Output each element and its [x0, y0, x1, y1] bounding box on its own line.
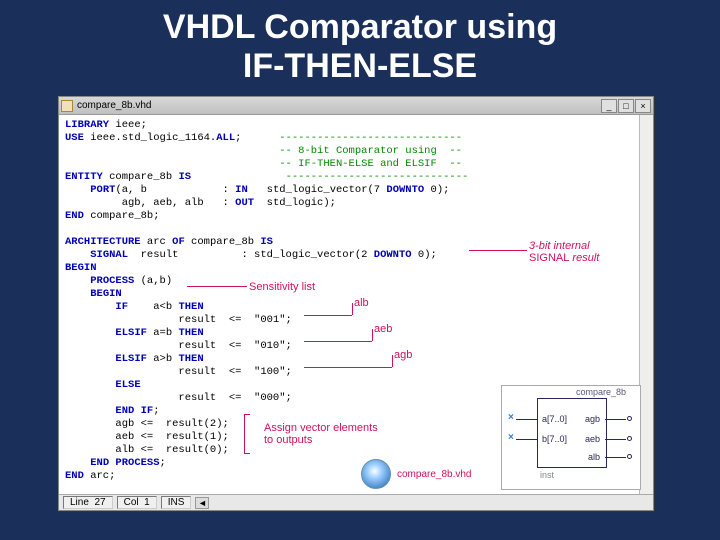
vertical-scrollbar[interactable] [639, 115, 653, 494]
title-line1: VHDL Comparator using [163, 8, 557, 46]
annotation-line [352, 303, 353, 315]
window-title: compare_8b.vhd [77, 100, 152, 111]
annotation-internal: 3-bit internal SIGNAL result [529, 240, 599, 264]
annotation-line [304, 341, 372, 342]
status-mode: INS [161, 496, 192, 509]
annotation-line [469, 250, 527, 251]
bd-wire [516, 439, 537, 440]
annotation-line [372, 329, 373, 341]
annotation-line [304, 367, 392, 368]
bd-port-agb: agb [585, 414, 600, 424]
annotation-assign: Assign vector elements to outputs [264, 422, 378, 446]
bd-bus-icon: × [508, 432, 514, 443]
bd-port-b: b[7..0] [542, 434, 567, 444]
bd-wire [605, 419, 626, 420]
annotation-sensitivity: Sensitivity list [249, 281, 315, 293]
annotation-line [392, 355, 393, 367]
editor-window: compare_8b.vhd _ □ × LIBRARY ieee; USE i… [58, 96, 654, 511]
file-icon [61, 100, 73, 112]
annotation-line [187, 286, 247, 287]
bd-bus-icon: × [508, 412, 514, 423]
title-line2: IF-THEN-ELSE [243, 47, 477, 85]
bd-inst: inst [540, 470, 554, 480]
maximize-button[interactable]: □ [618, 99, 634, 113]
bd-pin-icon [627, 454, 632, 459]
minimize-button[interactable]: _ [601, 99, 617, 113]
titlebar[interactable]: compare_8b.vhd _ □ × [59, 97, 653, 115]
bd-pin-icon [627, 436, 632, 441]
disc-icon [361, 459, 391, 489]
statusbar: Line 27 Col 1 INS ◄ [59, 494, 653, 510]
bd-pin-icon [627, 416, 632, 421]
status-line: Line 27 [63, 496, 113, 509]
window-buttons: _ □ × [601, 99, 651, 113]
scroll-left-icon[interactable]: ◄ [195, 497, 209, 509]
bd-title: compare_8b [576, 387, 626, 397]
close-button[interactable]: × [635, 99, 651, 113]
annotation-line [304, 315, 352, 316]
annotation-aeb: aeb [374, 323, 392, 335]
bd-port-aeb: aeb [585, 434, 600, 444]
bd-wire [605, 439, 626, 440]
bd-wire [516, 419, 537, 420]
annotation-agb: agb [394, 349, 412, 361]
bd-wire [605, 457, 626, 458]
status-col: Col 1 [117, 496, 157, 509]
annotation-brace [244, 414, 250, 454]
bd-port-alb: alb [588, 452, 600, 462]
annotation-alb: alb [354, 297, 369, 309]
slide-title: VHDL Comparator using IF-THEN-ELSE [0, 0, 720, 88]
disc-label: compare_8b.vhd [397, 469, 472, 480]
block-diagram: compare_8b a[7..0] b[7..0] agb aeb alb i… [501, 385, 641, 490]
bd-port-a: a[7..0] [542, 414, 567, 424]
